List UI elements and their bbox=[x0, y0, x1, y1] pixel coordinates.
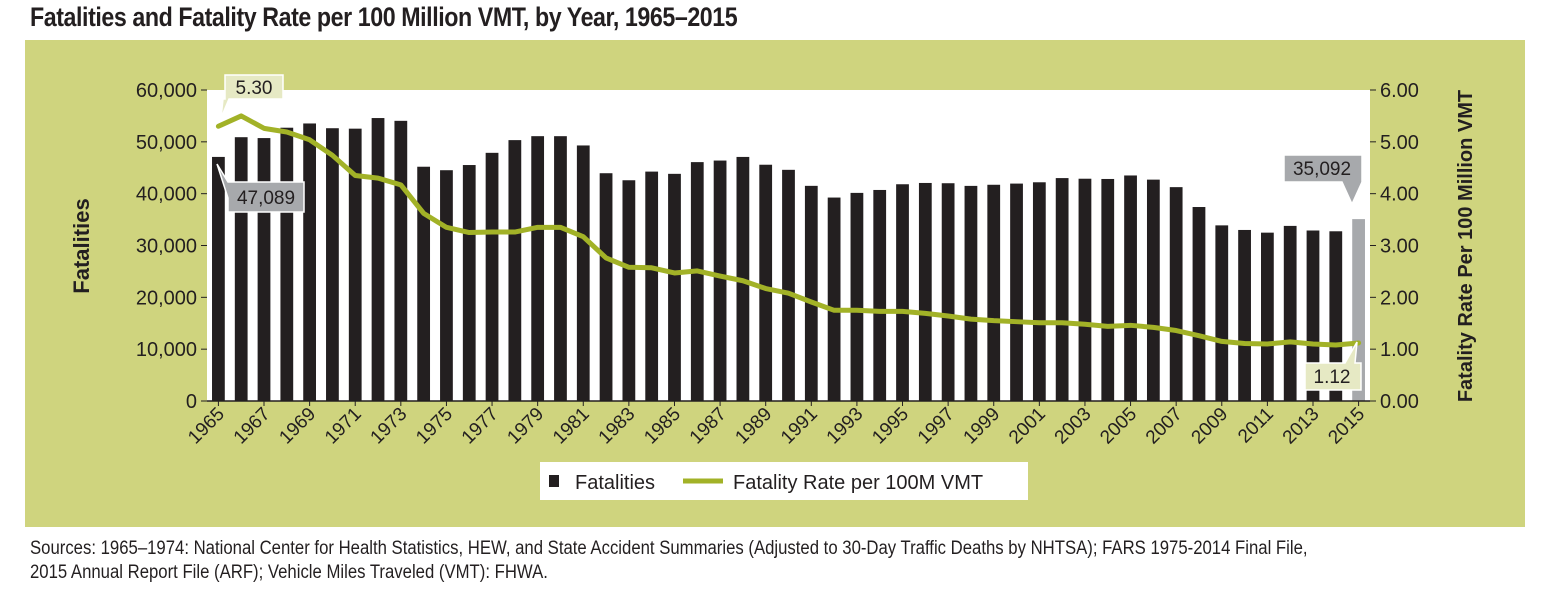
y-right-tick-label: 2.00 bbox=[1380, 287, 1419, 309]
callout-rate-1965: 5.30 bbox=[220, 74, 284, 119]
y-left-tick-label: 30,000 bbox=[136, 236, 197, 258]
bar-2002 bbox=[1055, 178, 1069, 401]
callout-rate-2015-text: 1.12 bbox=[1314, 367, 1351, 388]
bar-1970 bbox=[326, 128, 339, 401]
source-note: Sources: 1965–1974: National Center for … bbox=[30, 537, 1350, 585]
bar-2007 bbox=[1169, 187, 1183, 401]
callout-rate-1965-text: 5.30 bbox=[236, 78, 273, 99]
y-axis-right: 0.00 1.00 2.00 3.00 4.00 5.00 6.00 bbox=[1370, 80, 1419, 413]
bar-1974 bbox=[417, 166, 431, 401]
source-line-1: Sources: 1965–1974: National Center for … bbox=[30, 538, 1308, 559]
bar-2005 bbox=[1124, 175, 1137, 401]
callout-rate-2015: 1.12 bbox=[1304, 341, 1362, 391]
bar-1981 bbox=[576, 145, 590, 401]
bar-1968 bbox=[280, 127, 294, 402]
y-right-tick-label: 1.00 bbox=[1380, 339, 1419, 361]
legend-box bbox=[540, 462, 1028, 500]
callout-fatalities-1965-text: 47,089 bbox=[237, 188, 295, 209]
legend-fatalities-label: Fatalities bbox=[575, 472, 655, 494]
y-right-tick-label: 5.00 bbox=[1380, 132, 1419, 154]
y-left-tick-label: 0 bbox=[186, 391, 197, 413]
bar-1999 bbox=[987, 184, 1001, 401]
y-axis-left-label: Fatalities bbox=[69, 198, 94, 293]
rate-line-group bbox=[215, 113, 1362, 348]
bar-1991 bbox=[804, 185, 818, 401]
bar-2006 bbox=[1146, 179, 1160, 401]
bar-1980 bbox=[554, 136, 567, 401]
bar-2008 bbox=[1192, 207, 1206, 401]
bar-1967 bbox=[257, 138, 271, 401]
bar-1975 bbox=[440, 170, 453, 401]
y-left-tick-label: 20,000 bbox=[136, 287, 197, 309]
y-axis-left: 0 10,000 20,000 30,000 40,000 50,000 60,000 bbox=[136, 80, 207, 413]
bar-2004 bbox=[1101, 178, 1115, 401]
bar-1982 bbox=[599, 173, 613, 401]
bar-2009 bbox=[1215, 225, 1229, 401]
bar-1976 bbox=[462, 165, 476, 401]
bar-2001 bbox=[1032, 182, 1046, 401]
bar-2012 bbox=[1283, 225, 1297, 401]
chart-panel: 0 10,000 20,000 30,000 40,000 50,000 60,000 0.… bbox=[25, 40, 1525, 527]
bar-1990 bbox=[782, 169, 795, 401]
bar-2003 bbox=[1078, 178, 1092, 401]
callout-fatalities-2015-text: 35,092 bbox=[1293, 159, 1351, 180]
bar-1965 bbox=[212, 156, 225, 401]
bar-1983 bbox=[622, 180, 636, 401]
bar-2011 bbox=[1261, 232, 1274, 401]
y-right-tick-label: 3.00 bbox=[1380, 236, 1419, 258]
bar-1969 bbox=[303, 123, 316, 401]
y-right-tick-label: 6.00 bbox=[1380, 80, 1419, 102]
bar-2014 bbox=[1329, 231, 1343, 401]
bar-1987 bbox=[713, 160, 727, 401]
y-axis-right-label: Fatality Rate Per 100 Million VMT bbox=[1455, 90, 1477, 402]
legend-bar-swatch bbox=[549, 475, 559, 487]
legend: Fatalities Fatality Rate per 100M VMT bbox=[540, 462, 1028, 500]
bar-1972 bbox=[371, 118, 385, 402]
bar-1986 bbox=[690, 162, 704, 401]
bar-1971 bbox=[348, 128, 362, 401]
chart-svg: 0 10,000 20,000 30,000 40,000 50,000 60,000 0.… bbox=[25, 40, 1525, 527]
bar-1985 bbox=[668, 173, 681, 401]
chart-title: Fatalities and Fatality Rate per 100 Mil… bbox=[30, 2, 738, 32]
bar-1998 bbox=[964, 185, 978, 401]
bar-1997 bbox=[941, 183, 955, 401]
legend-rate-label: Fatality Rate per 100M VMT bbox=[733, 472, 983, 494]
y-right-tick-label: 0.00 bbox=[1380, 391, 1419, 413]
bar-1979 bbox=[531, 136, 545, 402]
bar-1996 bbox=[918, 182, 932, 401]
y-left-tick-label: 10,000 bbox=[136, 339, 197, 361]
bar-1984 bbox=[645, 171, 659, 401]
y-left-tick-label: 60,000 bbox=[136, 80, 197, 102]
bar-1989 bbox=[759, 164, 773, 401]
bar-2000 bbox=[1010, 183, 1023, 401]
y-left-tick-label: 50,000 bbox=[136, 132, 197, 154]
bar-1995 bbox=[896, 184, 909, 401]
bar-1966 bbox=[234, 137, 248, 401]
y-right-tick-label: 4.00 bbox=[1380, 184, 1419, 206]
bar-1992 bbox=[827, 197, 841, 401]
bar-1973 bbox=[394, 120, 408, 401]
bar-1993 bbox=[850, 192, 864, 401]
bar-1994 bbox=[873, 189, 887, 401]
source-line-2: 2015 Annual Report File (ARF); Vehicle M… bbox=[30, 562, 548, 583]
bar-2010 bbox=[1238, 229, 1251, 401]
bar-2013 bbox=[1306, 230, 1320, 401]
callout-fatalities-1965: 47,089 bbox=[216, 163, 305, 213]
bars-group bbox=[212, 118, 1365, 402]
y-left-tick-label: 40,000 bbox=[136, 184, 197, 206]
bar-1978 bbox=[508, 140, 522, 401]
bar-1977 bbox=[485, 152, 499, 401]
callout-fatalities-2015: 35,092 bbox=[1283, 154, 1363, 206]
series-line-fatality-rate bbox=[215, 113, 1362, 348]
